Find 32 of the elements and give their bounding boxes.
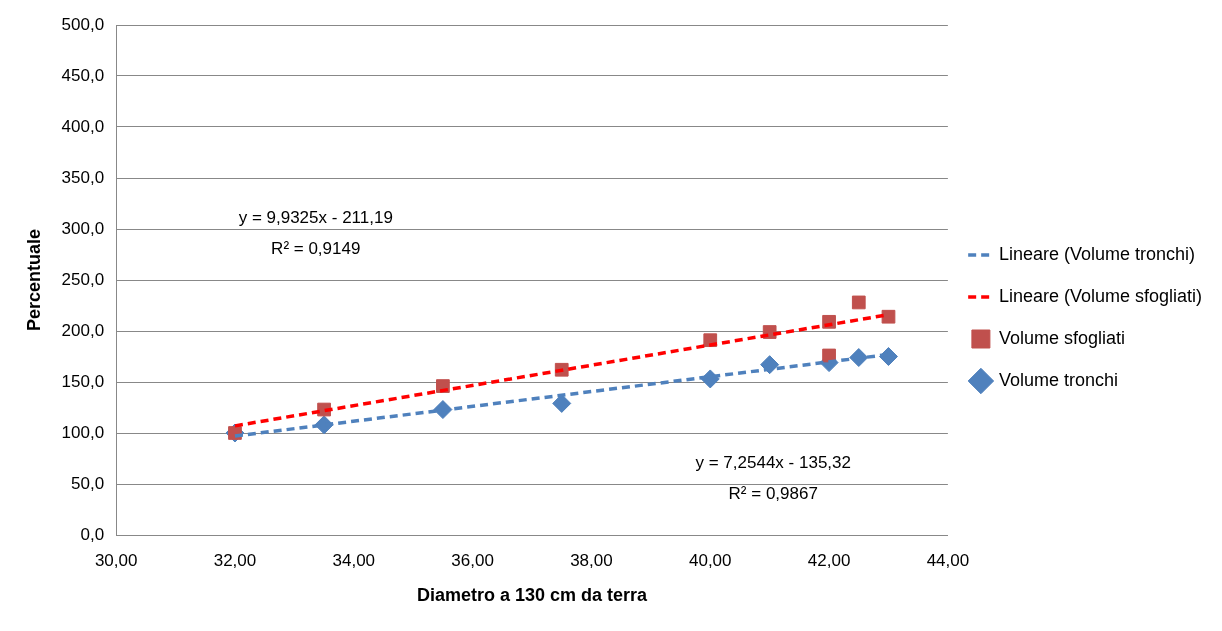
annotation: y = 9,9325x - 211,19 bbox=[238, 208, 393, 228]
point bbox=[849, 348, 869, 368]
y-tick-label: 0,0 bbox=[80, 524, 105, 544]
x-tick-label: 36,00 bbox=[451, 550, 494, 570]
x-tick-label: 30,00 bbox=[94, 550, 138, 570]
y-axis-title: Percentuale bbox=[23, 228, 44, 332]
point bbox=[851, 295, 866, 310]
x-tick-label: 44,00 bbox=[926, 550, 970, 570]
x-tick-label: 34,00 bbox=[332, 550, 376, 570]
y-tick-label: 200,0 bbox=[61, 320, 105, 340]
legend-label: Volume tronchi bbox=[998, 369, 1118, 390]
x-tick-label: 40,00 bbox=[688, 550, 732, 570]
legend-label: Lineare (Volume tronchi) bbox=[998, 243, 1195, 264]
annotation: R² = 0,9149 bbox=[271, 239, 361, 259]
x-axis-title: Diametro a 130 cm da terra bbox=[416, 585, 649, 606]
y-tick-label: 100,0 bbox=[61, 422, 105, 442]
y-tick-label: 450,0 bbox=[61, 65, 105, 85]
y-tick-label: 50,0 bbox=[71, 473, 105, 493]
y-tick-label: 400,0 bbox=[61, 116, 105, 136]
y-tick-label: 300,0 bbox=[61, 218, 105, 238]
x-tick-label: 32,00 bbox=[213, 550, 257, 570]
y-tick-label: 350,0 bbox=[61, 167, 105, 187]
y-tick-label: 150,0 bbox=[61, 371, 105, 391]
legend-label: Lineare (Volume sfogliati) bbox=[998, 285, 1202, 306]
legend-label: Volume sfogliati bbox=[998, 327, 1125, 348]
annotation: y = 7,2544x - 135,32 bbox=[695, 453, 851, 473]
y-tick-label: 250,0 bbox=[61, 269, 105, 289]
x-tick-label: 38,00 bbox=[570, 550, 613, 570]
point bbox=[881, 309, 896, 324]
annotation: R² = 0,9867 bbox=[728, 483, 818, 503]
y-tick-label: 500,0 bbox=[61, 14, 105, 34]
x-tick-label: 42,00 bbox=[807, 550, 851, 570]
